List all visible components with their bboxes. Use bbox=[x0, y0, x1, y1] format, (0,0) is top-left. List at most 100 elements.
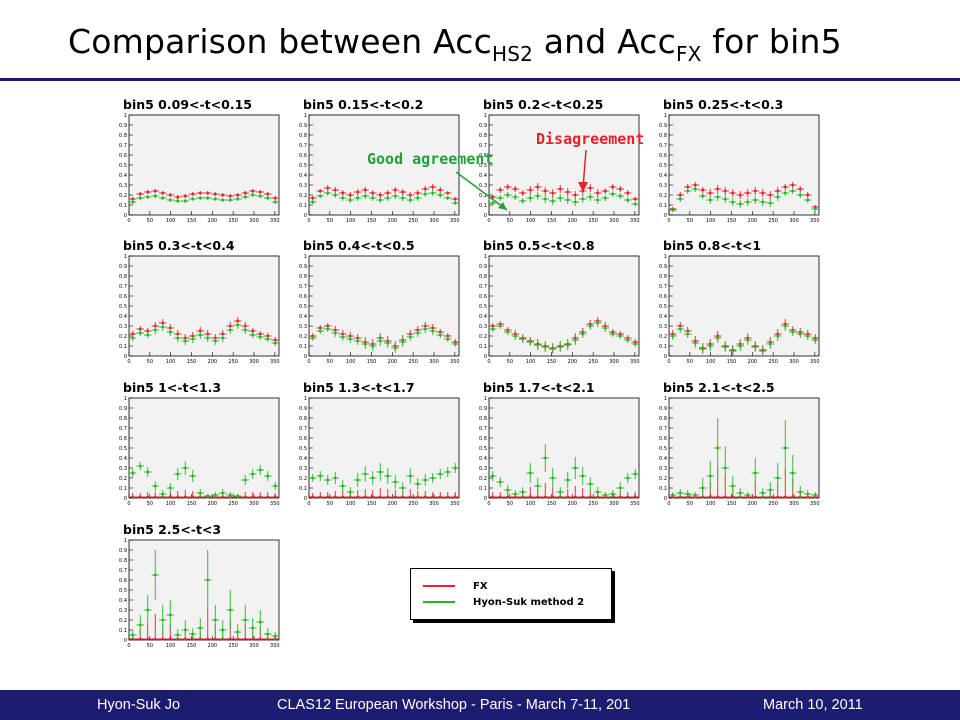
y-tick-label: 0.7 bbox=[479, 284, 487, 290]
hs2-point bbox=[378, 339, 382, 343]
fx-point bbox=[371, 191, 375, 195]
x-tick-label: 50 bbox=[507, 359, 513, 365]
y-tick-label: 0.2 bbox=[119, 618, 127, 624]
hs2-point bbox=[356, 478, 360, 482]
fx-point bbox=[431, 185, 435, 189]
fx-point bbox=[138, 192, 142, 196]
x-tick-label: 100 bbox=[526, 359, 536, 365]
fx-series bbox=[129, 490, 279, 499]
hs2-point bbox=[723, 466, 727, 470]
chart-panel-2: 0 0.1 0.2 0.3 0.4 0.5 0.6 0.7 0.8 0.9 1 0 50 100 150 20… bbox=[295, 97, 465, 232]
hs2-point bbox=[723, 197, 727, 201]
y-tick-label: 0.8 bbox=[119, 558, 127, 564]
y-tick-label: 0 bbox=[484, 354, 487, 360]
fx-point bbox=[183, 495, 187, 499]
fx-point bbox=[393, 495, 397, 499]
y-tick-label: 0.3 bbox=[479, 466, 487, 472]
title-rule bbox=[0, 78, 960, 81]
fx-point bbox=[573, 495, 577, 499]
hs2-point bbox=[708, 344, 712, 348]
hs2-point bbox=[408, 474, 412, 478]
hs2-point bbox=[798, 490, 802, 494]
y-tick-label: 0.3 bbox=[659, 466, 667, 472]
y-tick-label: 0.1 bbox=[299, 486, 307, 492]
hs2-point bbox=[791, 330, 795, 334]
y-tick-label: 0.6 bbox=[479, 294, 487, 300]
fx-point bbox=[573, 193, 577, 197]
y-tick-label: 0.1 bbox=[659, 486, 667, 492]
hs2-point bbox=[386, 474, 390, 478]
y-tick-label: 0.2 bbox=[299, 193, 307, 199]
hs2-point bbox=[626, 338, 630, 342]
x-tick-label: 300 bbox=[789, 501, 799, 507]
hs2-point bbox=[498, 480, 502, 484]
fx-point bbox=[806, 193, 810, 197]
hs2-point bbox=[761, 200, 765, 204]
hs2-series bbox=[129, 461, 279, 498]
x-tick-label: 0 bbox=[307, 359, 310, 365]
hs2-point bbox=[273, 200, 277, 204]
hs2-point bbox=[228, 198, 232, 202]
hs2-point bbox=[206, 336, 210, 340]
hs2-point bbox=[506, 488, 510, 492]
fx-point bbox=[603, 189, 607, 193]
x-tick-label: 200 bbox=[748, 218, 758, 224]
hs2-point bbox=[543, 197, 547, 201]
hs2-series bbox=[669, 186, 819, 212]
chart-panel-1: 0 0.1 0.2 0.3 0.4 0.5 0.6 0.7 0.8 0.9 1 0 50 100 150 20… bbox=[115, 97, 285, 232]
fx-point bbox=[408, 193, 412, 197]
x-tick-label: 250 bbox=[588, 501, 598, 507]
hs2-series bbox=[669, 418, 819, 498]
hs2-point bbox=[446, 470, 450, 474]
x-tick-label: 350 bbox=[810, 501, 820, 507]
hs2-point bbox=[213, 493, 217, 497]
y-tick-label: 0.7 bbox=[299, 426, 307, 432]
hs2-point bbox=[273, 341, 277, 345]
hs2-point bbox=[798, 193, 802, 197]
y-tick-label: 0.2 bbox=[659, 476, 667, 482]
hs2-point bbox=[783, 191, 787, 195]
hs2-point bbox=[251, 193, 255, 197]
hs2-point bbox=[783, 324, 787, 328]
fx-point bbox=[176, 495, 180, 499]
hs2-point bbox=[513, 334, 517, 338]
hs2-point bbox=[131, 633, 135, 637]
hs2-point bbox=[551, 476, 555, 480]
fx-point bbox=[716, 495, 720, 499]
hs2-point bbox=[596, 321, 600, 325]
fx-point bbox=[131, 495, 135, 499]
fx-point bbox=[776, 495, 780, 499]
hs2-point bbox=[716, 336, 720, 340]
x-tick-label: 300 bbox=[429, 218, 439, 224]
hs2-point bbox=[221, 336, 225, 340]
fx-point bbox=[453, 197, 457, 201]
y-tick-label: 0.5 bbox=[299, 163, 307, 169]
fx-point bbox=[393, 188, 397, 192]
y-tick-label: 0.7 bbox=[119, 143, 127, 149]
y-tick-label: 0.9 bbox=[299, 264, 307, 270]
x-tick-label: 150 bbox=[367, 359, 377, 365]
fx-point bbox=[633, 197, 637, 201]
fx-series bbox=[669, 182, 819, 211]
hs2-point bbox=[153, 573, 157, 577]
hs2-point bbox=[258, 620, 262, 624]
fx-point bbox=[528, 188, 532, 192]
hs2-point bbox=[258, 194, 262, 198]
hs2-point bbox=[191, 197, 195, 201]
hs2-point bbox=[581, 474, 585, 478]
y-tick-label: 0.6 bbox=[299, 294, 307, 300]
hs2-point bbox=[498, 196, 502, 200]
hs2-point bbox=[153, 328, 157, 332]
hs2-point bbox=[603, 196, 607, 200]
x-tick-label: 200 bbox=[388, 359, 398, 365]
x-tick-label: 300 bbox=[249, 218, 259, 224]
hs2-point bbox=[393, 480, 397, 484]
y-tick-label: 0.8 bbox=[479, 133, 487, 139]
y-tick-label: 0.8 bbox=[659, 416, 667, 422]
fx-point bbox=[153, 495, 157, 499]
chart-legend: FX Hyon-Suk method 2 bbox=[410, 568, 612, 620]
x-tick-label: 100 bbox=[166, 359, 176, 365]
y-tick-label: 0.2 bbox=[299, 476, 307, 482]
fx-point bbox=[558, 187, 562, 191]
hs2-point bbox=[776, 476, 780, 480]
